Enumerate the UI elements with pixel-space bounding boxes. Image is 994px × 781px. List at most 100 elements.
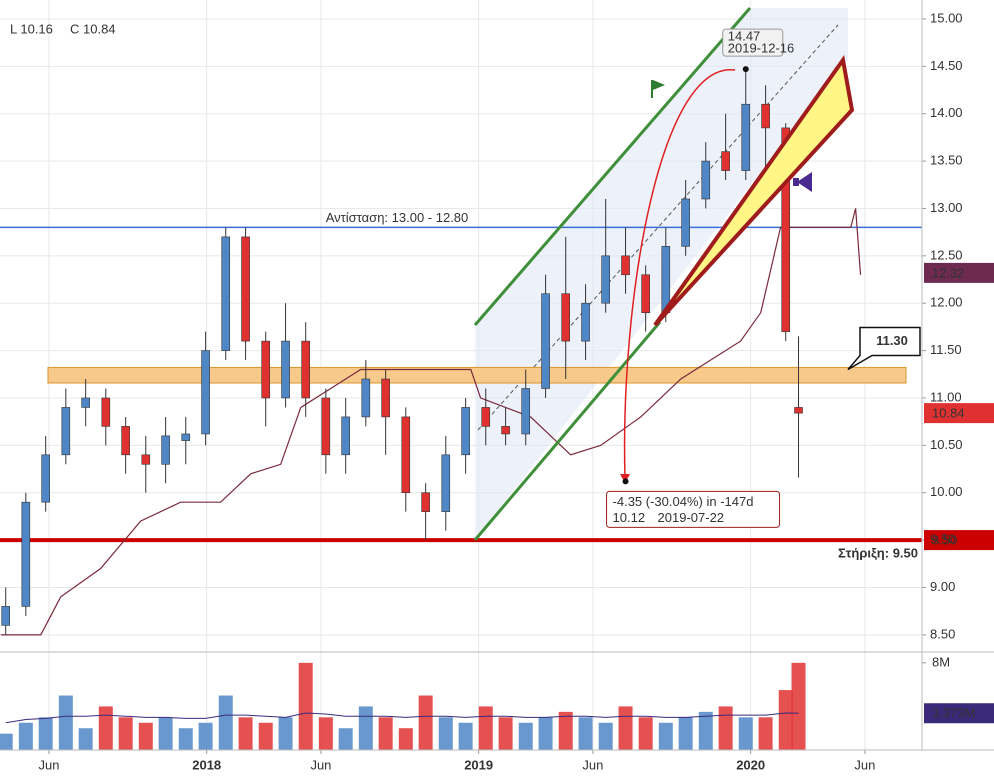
- channel-mid: [477, 24, 839, 431]
- volume-bar: [478, 706, 493, 750]
- volume-bar: [418, 695, 433, 750]
- volume-bar: [158, 717, 173, 750]
- candle-body: [601, 255, 610, 304]
- y-tick-label: 12.00: [930, 295, 963, 310]
- zone: [47, 366, 907, 384]
- volume-bar: [278, 717, 293, 750]
- candle-body: [341, 416, 350, 456]
- x-tick-label: 2019: [464, 757, 493, 772]
- candle-body: [201, 350, 210, 435]
- volume-bar: [258, 722, 273, 750]
- y-tick-label: 9.50: [930, 532, 955, 547]
- candle-body: [81, 397, 90, 408]
- level-label: Αντίσταση: 13.00 - 12.80: [326, 210, 469, 225]
- volume-bar: [38, 717, 53, 750]
- volume-bar: [718, 706, 733, 750]
- volume-bar: [58, 695, 73, 750]
- volume-bar: [18, 722, 33, 750]
- y-tick-label: 9.00: [930, 579, 955, 594]
- callout-box: [847, 326, 921, 371]
- volume-bar: [578, 717, 593, 750]
- volume-bar: [498, 717, 513, 750]
- candle-body: [761, 103, 770, 129]
- candle-body: [701, 160, 711, 200]
- candle-body: [161, 435, 170, 465]
- candle-body: [794, 407, 803, 414]
- volume-bar: [218, 695, 233, 750]
- volume-bar: [518, 722, 533, 750]
- price-badge-label: 10.84: [932, 406, 965, 421]
- volume-bar: [398, 728, 413, 750]
- arc-arrow: [623, 69, 736, 479]
- peak-dot: [742, 66, 749, 73]
- volume-average: [5, 712, 799, 724]
- measure-date: 2019-07-22: [658, 510, 725, 525]
- volume-bar: [558, 711, 573, 750]
- volume-bar: [78, 728, 93, 750]
- volume-bar: [658, 722, 673, 750]
- y-tick-label: 13.00: [930, 200, 963, 215]
- flag-icon: [651, 80, 665, 98]
- volume-bar: [438, 717, 453, 750]
- channel-upper: [473, 7, 752, 326]
- candle-body: [501, 426, 510, 435]
- candle-body: [721, 151, 730, 171]
- price-badge: [924, 403, 994, 424]
- y-tick-label: 14.00: [930, 105, 963, 120]
- candle-body: [101, 397, 111, 427]
- candle-body: [221, 236, 231, 351]
- x-tick-label: 2018: [192, 757, 221, 772]
- volume-bar: [738, 717, 753, 750]
- volume-bar: [98, 706, 113, 750]
- volume-bar: [538, 717, 553, 750]
- candle-body: [741, 103, 751, 171]
- indicator-line: [0, 208, 862, 636]
- volume-bar: [638, 717, 653, 750]
- volume-bar: [338, 728, 353, 750]
- candle-body: [461, 407, 470, 456]
- candle-body: [561, 293, 571, 342]
- volume-bar: [791, 662, 806, 750]
- callout-label: 11.30: [876, 333, 908, 348]
- volume-bar: [778, 690, 793, 750]
- measure-text: -4.35 (-30.04%) in -147d: [613, 494, 754, 509]
- volume-bar: [298, 662, 313, 750]
- candle-body: [121, 426, 130, 456]
- x-tick-label: Jun: [38, 757, 59, 772]
- candle-body: [541, 293, 550, 389]
- volume-bar: [598, 722, 613, 750]
- volume-bar: [138, 722, 153, 750]
- candle-body: [61, 407, 71, 456]
- volume-bar: [458, 722, 473, 750]
- y-tick-label: 11.50: [930, 342, 962, 357]
- wedge: [653, 54, 855, 327]
- level-label: Στήριξη: 9.50: [838, 546, 918, 561]
- volume-bar: [178, 728, 193, 750]
- candle-body: [421, 492, 430, 512]
- candle-body: [321, 397, 331, 456]
- volume-bar: [0, 733, 13, 750]
- candle-body: [681, 198, 690, 247]
- candle-body: [641, 274, 650, 313]
- candle-body: [241, 236, 250, 342]
- candle-body: [181, 433, 191, 441]
- y-tick-label: 14.50: [930, 58, 963, 73]
- y-tick-label: 8.50: [930, 626, 955, 641]
- y-tick-label: 10.00: [930, 484, 963, 499]
- candle-body: [141, 454, 151, 465]
- volume-bar: [358, 706, 373, 750]
- x-tick-label: Jun: [582, 757, 603, 772]
- volume-bar: [198, 722, 213, 750]
- x-tick-label: Jun: [854, 757, 875, 772]
- volume-bar: [618, 706, 633, 750]
- volume-bar: [758, 717, 773, 750]
- price-badge: [924, 530, 994, 551]
- candle-body: [521, 388, 531, 435]
- candle-body: [41, 454, 50, 503]
- candle-body: [401, 416, 411, 494]
- y-tick-label: 15.00: [930, 10, 963, 25]
- candle-body: [281, 340, 290, 399]
- header-low: L 10.16: [10, 21, 53, 36]
- candle-body: [481, 407, 491, 427]
